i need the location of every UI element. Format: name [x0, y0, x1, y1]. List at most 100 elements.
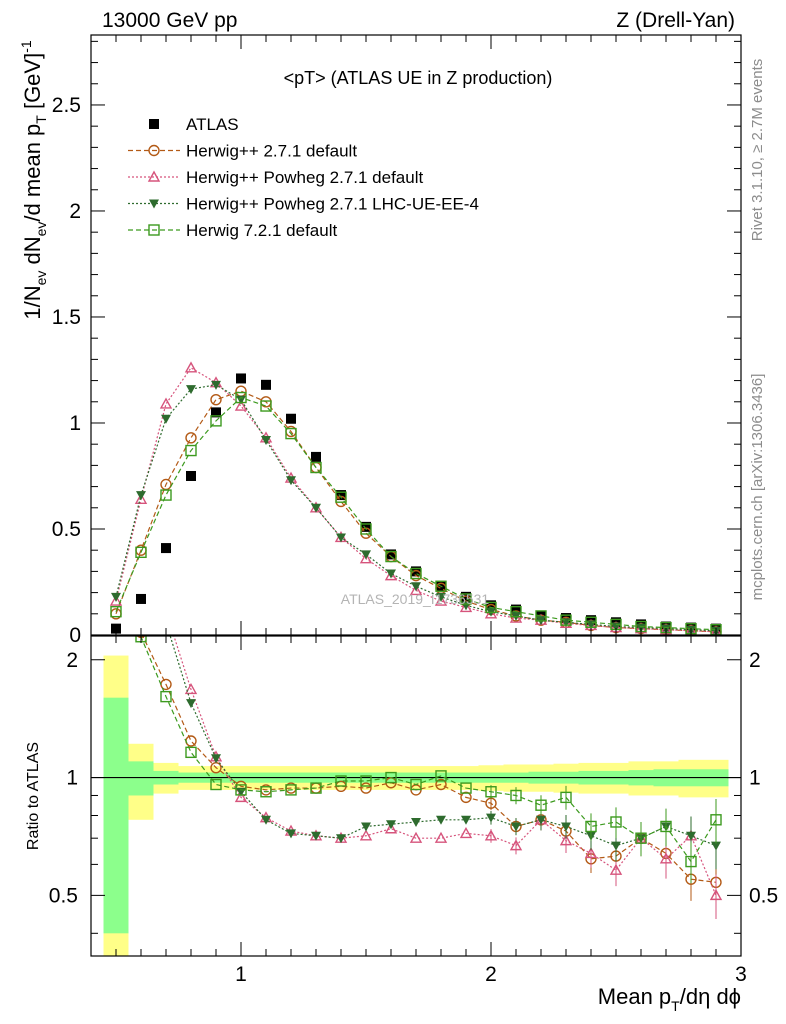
data-point [210, 393, 222, 406]
data-point [135, 546, 147, 559]
data-point [360, 523, 372, 535]
data-point [460, 782, 472, 794]
data-point [336, 490, 346, 501]
data-point [211, 380, 221, 390]
data-point [386, 820, 396, 830]
legend-label: Herwig++ Powheg 2.7.1 LHC-UE-EE-4 [186, 195, 479, 214]
data-point [311, 831, 321, 841]
data-point [435, 580, 447, 592]
data-point [559, 834, 573, 846]
data-point [336, 533, 346, 543]
data-point [411, 817, 421, 827]
y-tick-label: 2 [69, 200, 81, 223]
series-4 [110, 391, 722, 635]
data-point [261, 379, 271, 390]
data-point [136, 491, 146, 501]
x-axis-label: Mean pT/dη dϕ [598, 984, 741, 1014]
data-point [459, 600, 473, 613]
data-point [461, 815, 471, 825]
data-point [511, 604, 521, 615]
data-point [685, 855, 697, 868]
data-point [486, 813, 496, 823]
data-point [286, 829, 296, 839]
data-point [185, 735, 197, 747]
data-point [360, 782, 372, 794]
data-point [409, 831, 423, 843]
data-point [485, 786, 497, 798]
data-point [710, 814, 722, 826]
data-point [161, 414, 171, 424]
ratio-series-group [135, 636, 723, 920]
data-point [436, 592, 446, 602]
legend-label: Herwig++ 2.7.1 default [186, 142, 357, 161]
data-point [160, 489, 172, 501]
y-tick-label: 2.5 [52, 94, 81, 117]
header-right: Z (Drell-Yan) [616, 9, 735, 32]
data-point [585, 616, 597, 628]
watermark: ATLAS_2019_I1736531 [341, 591, 490, 607]
data-point [260, 400, 272, 412]
data-point [159, 397, 173, 409]
data-point [260, 786, 272, 798]
data-point [211, 754, 221, 764]
data-point [561, 822, 571, 832]
data-point [185, 432, 197, 444]
data-point [335, 491, 347, 503]
data-point [210, 415, 222, 427]
data-point [509, 839, 523, 851]
data-point [359, 552, 373, 564]
data-point [485, 601, 497, 614]
data-point [186, 385, 196, 395]
legend-entry-2: Herwig++ Powheg 2.7.1 default [128, 168, 423, 187]
main-plot-area [91, 35, 741, 635]
data-point [610, 816, 622, 828]
legend-label: ATLAS [186, 115, 239, 134]
data-point [286, 413, 296, 424]
data-point [710, 625, 722, 635]
data-point [361, 550, 371, 560]
header-left: 13000 GeV pp [102, 9, 237, 32]
data-point [435, 770, 447, 782]
data-point [711, 841, 721, 851]
x-tick-label: 3 [735, 963, 747, 986]
series-line [115, 396, 717, 631]
data-point [484, 607, 498, 619]
data-point [660, 820, 672, 833]
data-point [585, 820, 597, 833]
data-point [536, 815, 546, 825]
data-point [310, 461, 322, 474]
data-point [311, 451, 321, 462]
data-point [335, 775, 347, 787]
data-point [234, 399, 248, 411]
main-panel [91, 35, 741, 635]
legend-entry-1: Herwig++ 2.7.1 default [128, 142, 357, 161]
data-point [359, 829, 373, 841]
data-point [211, 407, 221, 418]
data-point [109, 594, 123, 606]
data-point [535, 799, 547, 811]
data-point [510, 605, 522, 618]
data-point [134, 492, 148, 505]
ratio-y-tick-label: 2 [66, 649, 78, 672]
rivet-label: Rivet 3.1.10, ≥ 2.7M events [749, 59, 766, 242]
data-point [235, 784, 247, 796]
data-point [285, 784, 297, 796]
data-point [386, 569, 396, 579]
data-point [560, 614, 572, 626]
legend: ATLAS Herwig++ 2.7.1 default Herwig++ Powh… [128, 115, 479, 240]
data-point [609, 863, 623, 875]
band-green [103, 697, 129, 934]
data-point [161, 543, 171, 554]
data-point [486, 600, 496, 611]
legend-label: Herwig++ Powheg 2.7.1 default [186, 168, 423, 187]
svg-text:1/Nev dNev/d mean pT [GeV]-1: 1/Nev dNev/d mean pT [GeV]-1 [18, 40, 49, 320]
data-point [286, 476, 296, 486]
axes-group: 1 2 3 0 0.5 1 1.5 2 2.5 0.5 0.5 1 1 2 2 [49, 34, 778, 986]
data-point [185, 444, 197, 457]
y-tick-label: 0.5 [52, 518, 81, 541]
data-point [459, 826, 473, 839]
data-point [110, 605, 122, 618]
data-point [186, 470, 196, 481]
data-point [111, 592, 121, 602]
